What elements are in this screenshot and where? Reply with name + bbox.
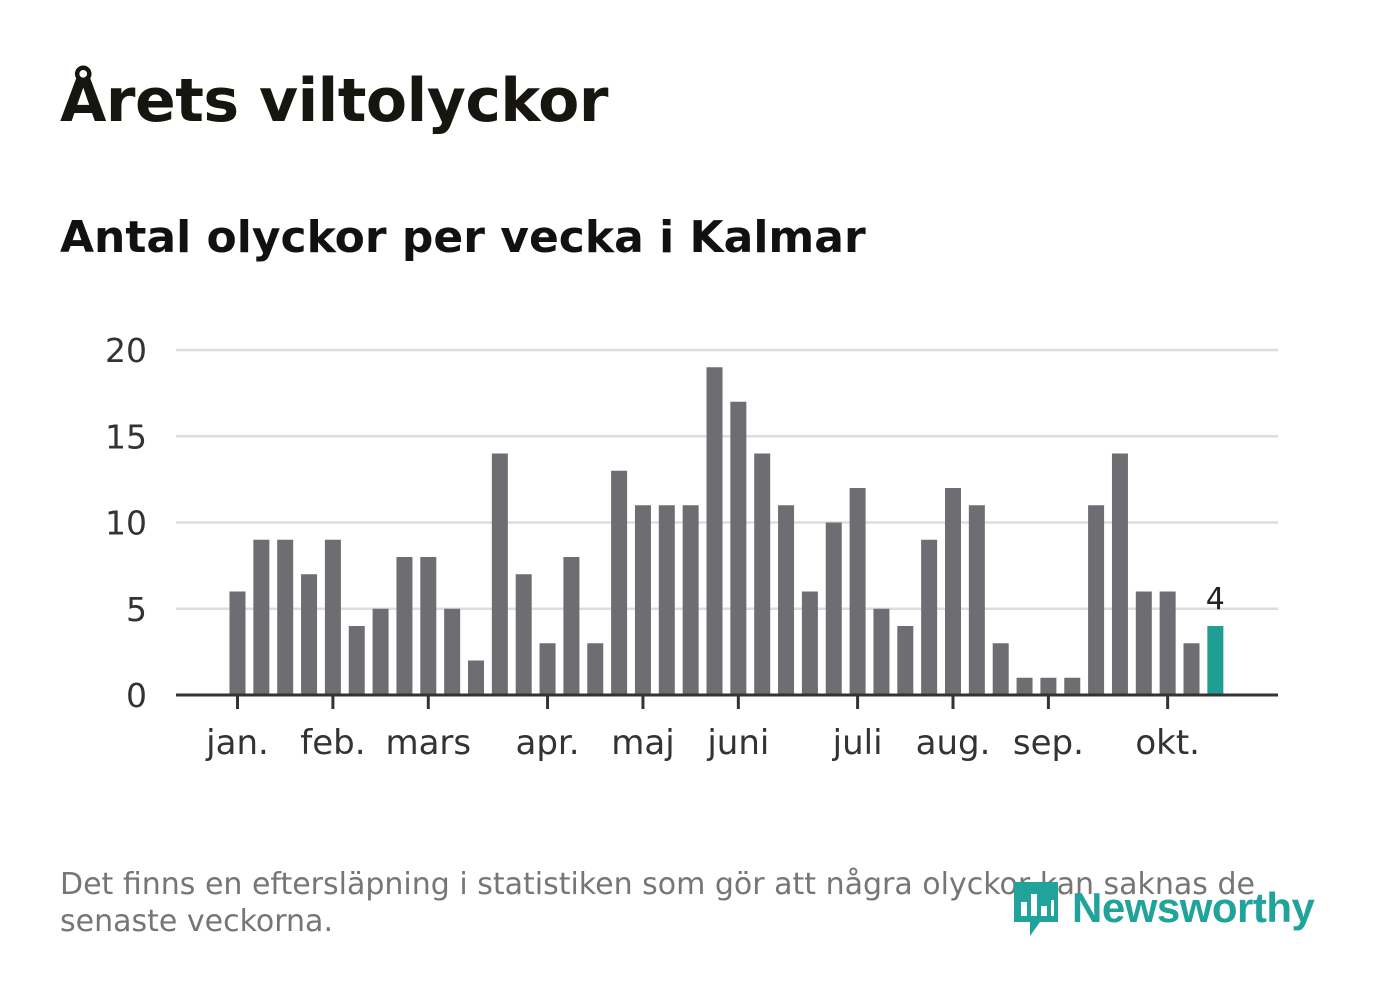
bar <box>444 608 461 695</box>
x-tick-label: jan. <box>205 723 269 763</box>
bar <box>468 660 484 695</box>
x-tick-label: apr. <box>516 723 580 763</box>
bar <box>1064 677 1081 695</box>
bar <box>921 539 938 695</box>
bar <box>945 488 961 695</box>
bar <box>682 505 699 695</box>
bar <box>778 505 795 695</box>
highlight-data-label: 4 <box>1206 582 1225 617</box>
labels: 0 5 10 15 20 jan. feb. mars apr. maj juni juli aug. s… <box>105 331 1225 763</box>
bar <box>253 539 270 695</box>
x-axis <box>176 693 1278 709</box>
bar <box>730 401 747 695</box>
bar <box>873 608 890 695</box>
y-tick-label: 15 <box>105 417 147 456</box>
bar <box>229 591 246 695</box>
bar <box>324 539 341 695</box>
bar <box>396 557 413 695</box>
bar <box>1111 453 1128 695</box>
bar <box>1016 677 1033 695</box>
bar <box>801 591 818 695</box>
bar-highlight <box>1207 626 1224 695</box>
bar <box>515 574 532 695</box>
bar <box>634 505 651 695</box>
x-tick-label: juli <box>832 723 883 763</box>
bars <box>229 367 1224 695</box>
bar <box>277 539 294 695</box>
bar <box>348 626 365 695</box>
x-tick-label: maj <box>611 723 674 763</box>
bar <box>563 557 580 695</box>
bar <box>587 643 604 695</box>
bar <box>754 453 771 695</box>
bar <box>420 557 437 695</box>
bar <box>1183 643 1200 695</box>
bar <box>372 608 389 695</box>
x-tick-label: mars <box>385 723 471 763</box>
bar <box>658 505 675 695</box>
newsworthy-logo-icon <box>1014 882 1058 936</box>
x-tick-label: juni <box>706 723 769 763</box>
bar <box>825 522 842 695</box>
newsworthy-logo: Newsworthy <box>1010 876 1315 940</box>
chart-title: Årets viltolyckor <box>60 66 609 136</box>
y-tick-label: 0 <box>126 676 147 715</box>
y-tick-label: 20 <box>105 331 147 370</box>
y-tick-label: 10 <box>105 504 147 543</box>
brand-name: Newsworthy <box>1072 884 1315 931</box>
bar <box>897 626 914 695</box>
bar <box>539 643 556 695</box>
x-tick-label: sep. <box>1013 723 1084 763</box>
x-tick-label: okt. <box>1135 723 1200 763</box>
bar <box>611 470 628 695</box>
bar <box>1159 591 1176 695</box>
bar <box>1135 591 1152 695</box>
bar <box>992 643 1009 695</box>
bar <box>968 505 985 695</box>
bar <box>1040 677 1057 695</box>
x-tick-label: feb. <box>300 723 365 763</box>
x-tick-label: aug. <box>916 723 991 763</box>
bar <box>849 488 866 695</box>
bar <box>301 574 318 695</box>
bar <box>491 453 508 695</box>
y-tick-label: 5 <box>126 590 147 629</box>
bar <box>706 367 723 695</box>
chart-subtitle: Antal olyckor per vecka i Kalmar <box>60 212 866 263</box>
bar <box>1088 505 1105 695</box>
